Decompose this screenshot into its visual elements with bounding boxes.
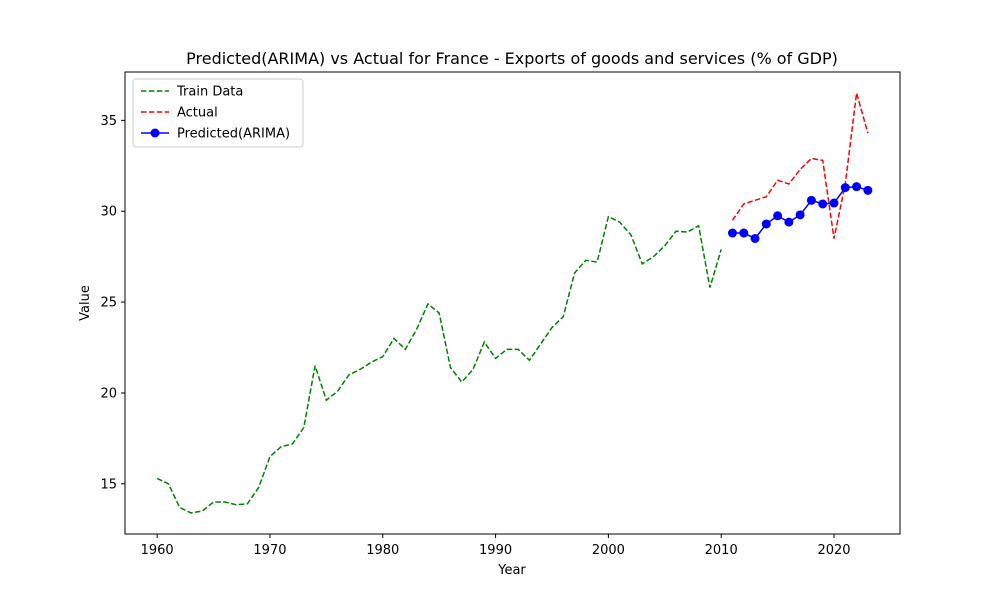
x-tick-label: 1990	[479, 543, 512, 558]
predicted-arima-point	[727, 228, 737, 238]
legend-train-data-label: Train Data	[176, 85, 243, 100]
x-tick-label: 2020	[817, 543, 850, 558]
y-tick-label: 35	[100, 114, 117, 129]
predicted-arima-point	[840, 183, 850, 193]
legend-actual-label: Actual	[177, 106, 218, 121]
x-tick-label: 2010	[705, 543, 738, 558]
predicted-arima-point	[852, 182, 862, 192]
predicted-arima-point	[761, 219, 771, 229]
train-data-line	[156, 215, 722, 514]
predicted-arima-point	[829, 198, 839, 208]
x-tick-label: 1970	[253, 543, 286, 558]
x-tick-label: 2000	[592, 543, 625, 558]
predicted-arima-point	[784, 217, 794, 227]
predicted-arima-point	[795, 210, 805, 220]
y-axis-label: Value	[78, 285, 93, 321]
predicted-arima-point	[818, 199, 828, 209]
legend-predicted-arima-label: Predicted(ARIMA)	[177, 127, 290, 142]
legend-predicted-arima-marker	[150, 128, 160, 138]
x-axis: 1960 1970 1980 1990 2000 2010 2020	[141, 534, 851, 558]
y-tick-label: 20	[100, 386, 117, 401]
y-tick-label: 30	[100, 205, 117, 220]
predicted-arima-point	[750, 233, 760, 243]
predicted-arima-point	[773, 211, 783, 221]
y-axis: 15 20 25 30 35	[100, 114, 125, 492]
predicted-arima-point	[863, 185, 873, 195]
y-tick-label: 15	[100, 477, 117, 492]
x-axis-label: Year	[497, 563, 526, 578]
legend: Train Data Actual Predicted(ARIMA)	[132, 78, 304, 148]
y-tick-label: 25	[100, 296, 117, 311]
predicted-arima-point	[806, 195, 816, 205]
x-tick-label: 1980	[366, 543, 399, 558]
x-tick-label: 1960	[141, 543, 174, 558]
plot-frame	[124, 71, 901, 535]
legend-box	[132, 78, 304, 148]
predicted-arima-point	[739, 228, 749, 238]
chart-title: Predicted(ARIMA) vs Actual for France - …	[186, 49, 838, 68]
